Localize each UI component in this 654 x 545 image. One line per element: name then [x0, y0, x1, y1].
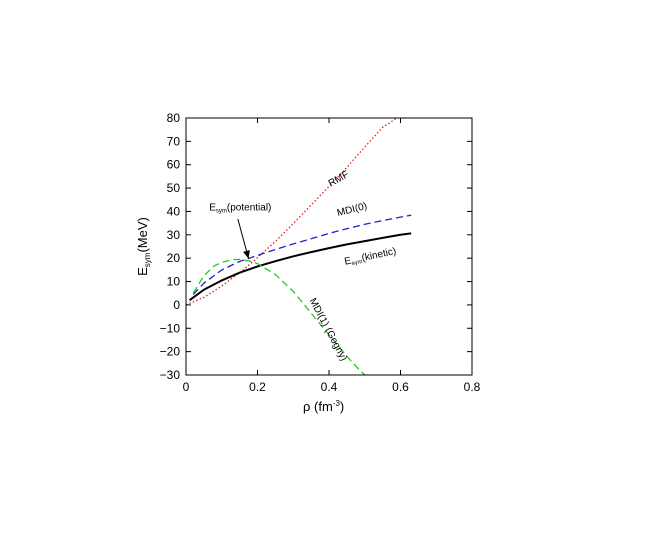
series-rmf	[186, 118, 399, 306]
x-title-close: )	[340, 399, 344, 414]
y-tick-label: 80	[167, 111, 181, 125]
arrow-head	[243, 250, 250, 259]
annotation-mdi0_label: MDI(0)	[336, 201, 368, 219]
y-title-rest: (MeV)	[135, 217, 150, 252]
x-tick-label: 0.6	[392, 380, 409, 394]
x-axis-title: ρ (fm-3)	[303, 399, 344, 414]
y-tick-label: 70	[167, 134, 181, 148]
y-tick-label: 0	[173, 298, 180, 312]
y-tick-label: 40	[167, 204, 181, 218]
ticks-layer: 0 0.2 0.4 0.6 0.8 −30 −20 −10 0 10 20 30 40 50 60 70 80	[160, 111, 481, 394]
series-layer	[186, 118, 412, 375]
y-tick-label: 50	[167, 181, 181, 195]
y-tick-label: 20	[167, 251, 181, 265]
annotation-rmf_label: RMF	[327, 169, 351, 189]
annotation-kinetic_label: Esym(kinetic)	[343, 246, 397, 269]
x-title-main: ρ (fm	[303, 399, 333, 414]
y-tick-label: −20	[160, 345, 181, 359]
series-mdi1	[192, 258, 366, 375]
x-tick-label: 0.2	[249, 380, 266, 394]
x-title-sup: -3	[333, 399, 341, 408]
y-title-sub: sym	[143, 252, 152, 267]
annotation-mdi1_label: MDI(1) (Gogny)	[307, 296, 349, 362]
x-tick-label: 0.8	[464, 380, 481, 394]
annotations: RMF MDI(0) Esym(kinetic) MDI(1) (Gogny) Esym…	[209, 169, 397, 363]
series-kinetic	[189, 232, 412, 302]
y-tick-label: −10	[160, 321, 181, 335]
x-tick-label: 0	[183, 380, 190, 394]
y-axis-title: Esym(MeV)	[135, 217, 152, 276]
annotation-potential_label: Esym(potential)	[209, 202, 271, 214]
y-tick-label: 30	[167, 228, 181, 242]
series-mdi0	[192, 214, 412, 295]
y-tick-label: −30	[160, 368, 181, 382]
x-tick-label: 0.4	[321, 380, 338, 394]
y-tick-label: 60	[167, 158, 181, 172]
y-title-main: E	[135, 267, 150, 276]
y-tick-label: 10	[167, 275, 181, 289]
